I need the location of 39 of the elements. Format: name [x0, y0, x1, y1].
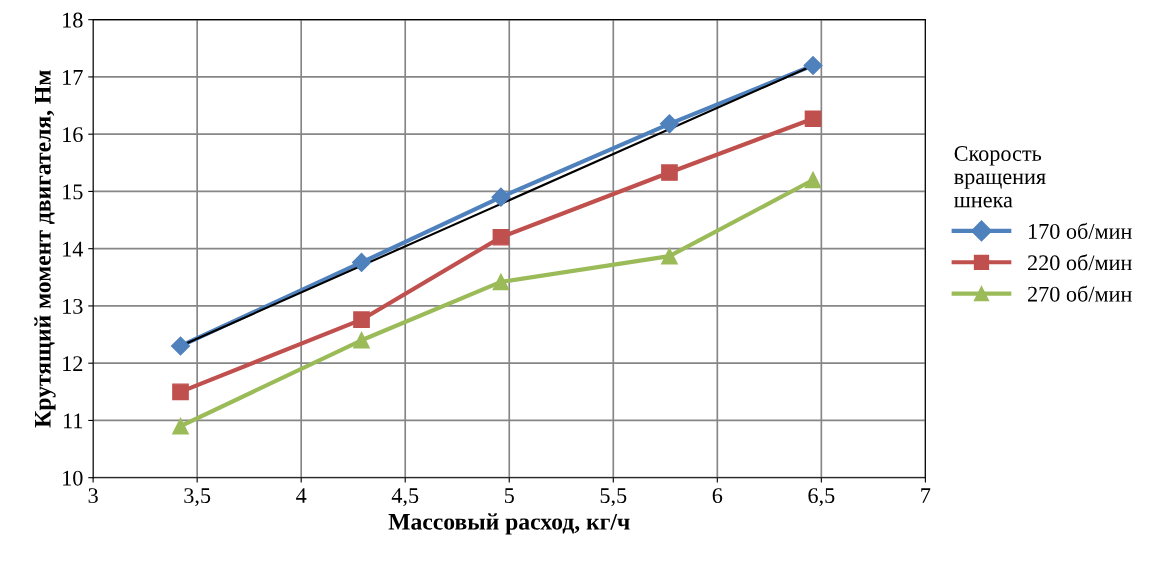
point: [803, 55, 823, 76]
x-tick-label: 3,5: [184, 488, 211, 507]
point: [172, 417, 189, 435]
x-tick-label: 5: [504, 488, 514, 504]
point: [659, 114, 679, 134]
y-axis-title: Крутящий момент двигателя, Нм: [34, 70, 56, 428]
x-axis-title: Массовый расход, кг/ч: [388, 513, 630, 535]
point: [351, 252, 372, 272]
point: [172, 383, 189, 401]
x-tick-label: 7: [921, 488, 931, 503]
point: [661, 247, 678, 265]
y-tick-label: 16: [63, 127, 83, 143]
legend-label: 220 об/мин: [1028, 254, 1132, 271]
x-tick-label: 6,5: [808, 488, 835, 507]
y-tick-label: 11: [63, 413, 83, 429]
y-tick-label: 18: [63, 12, 83, 28]
x-tick-label: 6: [712, 488, 723, 504]
x-tick-label: 5,5: [600, 488, 627, 507]
y-tick-label: 12: [63, 356, 83, 371]
point: [661, 164, 678, 181]
y-tick-label: 14: [63, 241, 84, 257]
point: [491, 187, 511, 207]
y-tick-label: 13: [63, 298, 83, 314]
legend-label: 270 об/мин: [1028, 285, 1132, 302]
point: [804, 171, 822, 189]
point: [353, 311, 370, 329]
x-tick-label: 4: [296, 488, 307, 503]
legend-title: Скорость вращения шнека: [954, 146, 1046, 208]
point: [170, 336, 191, 356]
x-tick-label: 4,5: [391, 488, 419, 507]
y-tick-label: 17: [63, 69, 83, 85]
point: [492, 273, 510, 291]
x-tick-label: 3: [88, 488, 98, 504]
point: [804, 110, 822, 128]
point: [353, 331, 370, 349]
y-tick-label: 10: [63, 470, 83, 486]
point: [492, 228, 510, 246]
legend-label: 170 об/мин: [1028, 222, 1132, 239]
y-tick-label: 15: [63, 184, 83, 200]
